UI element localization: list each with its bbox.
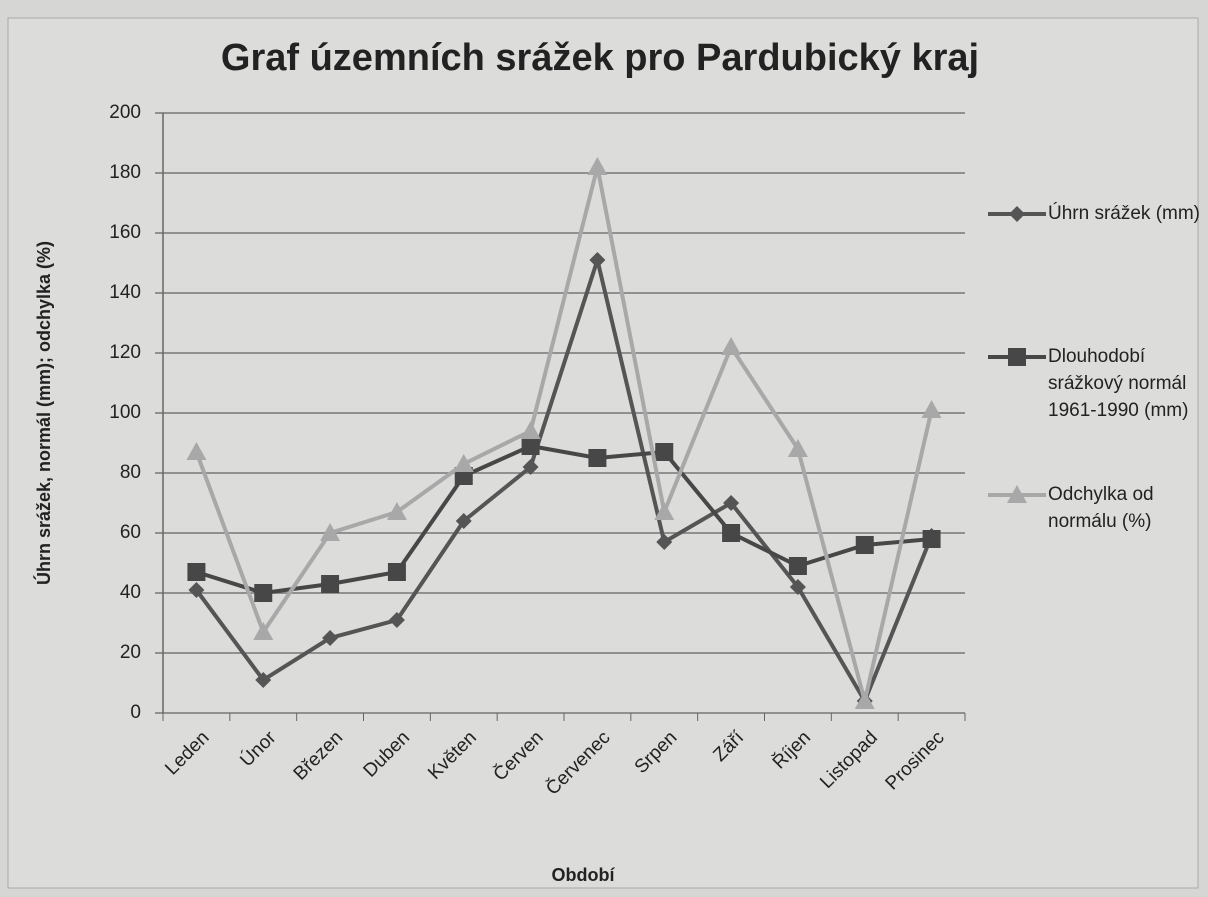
y-axis-label: Úhrn srážek, normál (mm); odchylka (%) bbox=[33, 241, 54, 585]
chart-title: Graf územních srážek pro Pardubický kraj bbox=[221, 37, 979, 79]
marker bbox=[721, 337, 742, 355]
marker bbox=[1008, 348, 1026, 366]
y-tick-label: 200 bbox=[109, 102, 141, 123]
marker bbox=[455, 513, 472, 529]
marker bbox=[522, 459, 539, 475]
marker bbox=[588, 449, 607, 467]
marker bbox=[787, 439, 808, 457]
marker bbox=[1009, 206, 1025, 222]
marker bbox=[655, 443, 674, 461]
marker bbox=[855, 536, 874, 554]
x-axis-label: Období bbox=[552, 865, 616, 885]
y-tick-label: 80 bbox=[120, 462, 141, 483]
marker bbox=[386, 502, 407, 520]
legend-label: Odchylka od normálu (%) bbox=[1048, 484, 1154, 532]
series-line bbox=[194, 252, 934, 706]
marker bbox=[788, 557, 807, 575]
marker bbox=[921, 400, 942, 418]
marker bbox=[322, 630, 339, 646]
marker bbox=[187, 563, 206, 581]
marker bbox=[188, 582, 205, 598]
y-tick-label: 40 bbox=[120, 582, 141, 603]
marker bbox=[453, 454, 474, 472]
marker bbox=[654, 502, 675, 520]
marker bbox=[186, 442, 207, 460]
marker bbox=[723, 495, 740, 511]
y-tick-label: 100 bbox=[109, 402, 141, 423]
marker bbox=[320, 523, 341, 541]
marker bbox=[255, 672, 272, 688]
y-tick-label: 160 bbox=[109, 222, 141, 243]
marker bbox=[587, 157, 608, 175]
marker bbox=[722, 524, 741, 542]
series-line bbox=[194, 166, 934, 702]
marker bbox=[254, 584, 273, 602]
marker bbox=[854, 691, 875, 709]
marker bbox=[1007, 485, 1027, 503]
y-tick-label: 140 bbox=[109, 282, 141, 303]
marker bbox=[589, 252, 606, 268]
y-tick-label: 60 bbox=[120, 522, 141, 543]
y-tick-label: 20 bbox=[120, 642, 141, 663]
marker bbox=[922, 530, 941, 548]
marker bbox=[321, 575, 340, 593]
marker bbox=[656, 534, 673, 550]
series-line bbox=[195, 443, 932, 596]
marker bbox=[387, 563, 406, 581]
legend-label: Úhrn srážek (mm) bbox=[1048, 203, 1201, 224]
marker bbox=[520, 421, 541, 439]
y-tick-label: 120 bbox=[109, 342, 141, 363]
marker bbox=[253, 622, 274, 640]
legend-label: Dlouhodobí srážkový normál 1961-1990 (mm… bbox=[1048, 346, 1189, 421]
marker bbox=[789, 579, 806, 595]
y-tick-label: 180 bbox=[109, 162, 141, 183]
marker bbox=[388, 612, 405, 628]
marker bbox=[521, 437, 540, 455]
y-tick-label: 0 bbox=[130, 702, 141, 723]
